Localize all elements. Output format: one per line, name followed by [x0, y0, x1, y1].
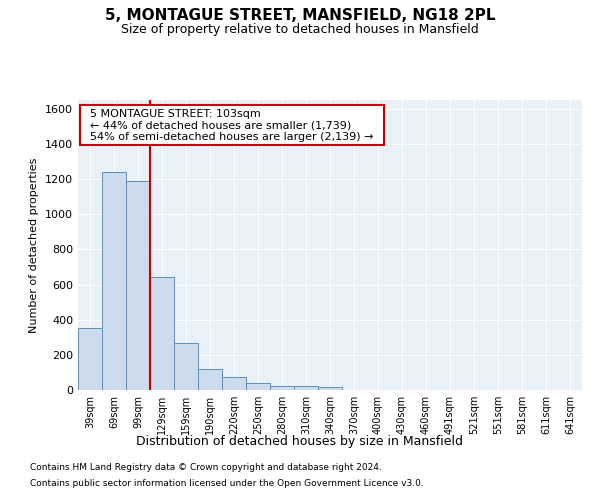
Text: Contains public sector information licensed under the Open Government Licence v3: Contains public sector information licen… — [30, 478, 424, 488]
Bar — [102, 172, 126, 390]
Bar — [270, 386, 294, 390]
Bar — [150, 276, 174, 390]
Bar — [246, 383, 270, 390]
Bar — [222, 377, 246, 390]
Bar — [294, 386, 318, 390]
Y-axis label: Number of detached properties: Number of detached properties — [29, 158, 40, 332]
Text: 5, MONTAGUE STREET, MANSFIELD, NG18 2PL: 5, MONTAGUE STREET, MANSFIELD, NG18 2PL — [105, 8, 495, 22]
Text: Contains HM Land Registry data © Crown copyright and database right 2024.: Contains HM Land Registry data © Crown c… — [30, 464, 382, 472]
Text: Distribution of detached houses by size in Mansfield: Distribution of detached houses by size … — [137, 435, 464, 448]
Bar — [126, 181, 150, 390]
Bar — [174, 344, 198, 390]
Bar — [78, 328, 102, 390]
Bar — [318, 388, 342, 390]
Bar — [198, 369, 222, 390]
Text: Size of property relative to detached houses in Mansfield: Size of property relative to detached ho… — [121, 22, 479, 36]
Text: 5 MONTAGUE STREET: 103sqm  
  ← 44% of detached houses are smaller (1,739)  
  5: 5 MONTAGUE STREET: 103sqm ← 44% of detac… — [83, 108, 380, 142]
